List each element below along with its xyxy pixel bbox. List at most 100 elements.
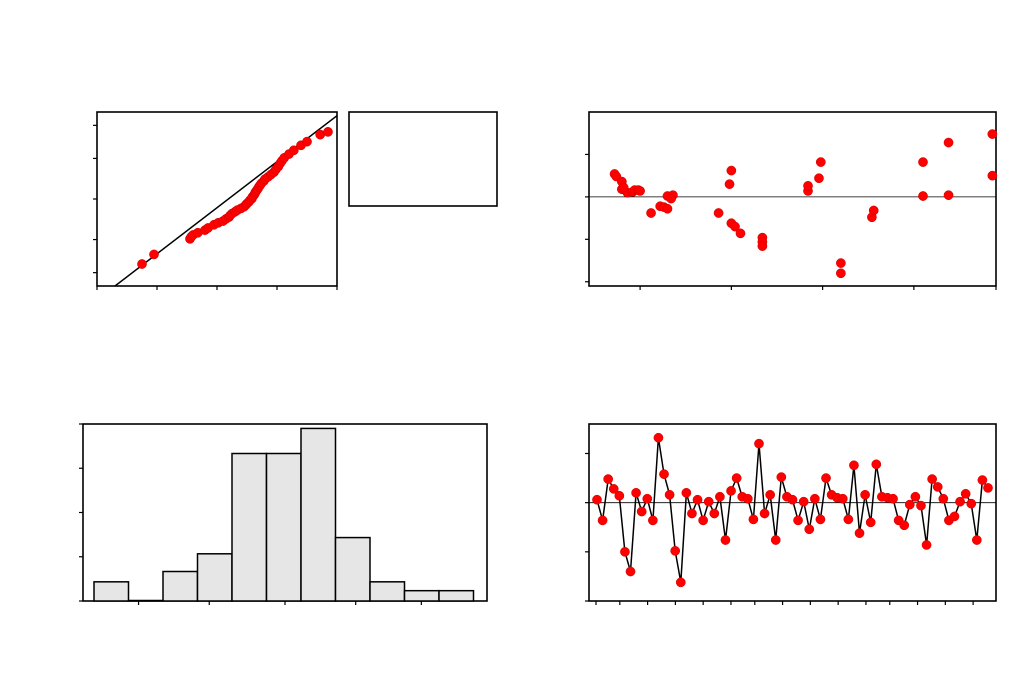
versus-order-point	[642, 493, 653, 504]
versus-order-point	[681, 487, 692, 498]
versus-order-point	[871, 459, 882, 470]
versus-order-point	[927, 474, 937, 484]
histogram-bar	[334, 536, 371, 602]
versus-fits-frame	[588, 111, 997, 287]
versus-order-point	[921, 540, 932, 550]
versus-order-point	[899, 520, 910, 531]
versus-order-point	[670, 546, 681, 556]
versus-fits-point	[943, 190, 954, 201]
versus-order-point	[715, 491, 725, 502]
versus-fits-point	[815, 157, 826, 167]
versus-order-point	[888, 493, 898, 504]
histogram-bar	[93, 581, 130, 602]
versus-order-point	[742, 493, 753, 504]
versus-order-points	[592, 432, 993, 588]
versus-order-point	[720, 535, 731, 545]
versus-order-point	[916, 500, 926, 511]
residuals-vs-fits-plot	[585, 111, 998, 290]
normal-plot-point	[302, 136, 312, 147]
versus-fits-points	[609, 129, 998, 279]
normal-plot-ticks	[93, 124, 338, 290]
residuals-vs-order-plot	[585, 423, 997, 605]
versus-order-point	[798, 496, 809, 507]
versus-order-point	[932, 482, 943, 492]
versus-order-point	[653, 432, 664, 443]
versus-order-point	[636, 506, 647, 517]
versus-order-point	[793, 515, 803, 526]
normal-plot-point	[288, 145, 299, 156]
versus-order-point	[960, 488, 971, 499]
versus-fits-point	[918, 157, 928, 167]
versus-order-point	[849, 460, 859, 471]
versus-order-point	[854, 528, 865, 539]
versus-order-frame	[588, 423, 997, 602]
versus-fits-point	[814, 173, 824, 184]
versus-fits-point	[943, 137, 954, 148]
versus-order-point	[731, 473, 742, 483]
versus-fits-point	[868, 205, 879, 216]
versus-fits-point	[836, 258, 846, 268]
versus-fits-point	[635, 186, 645, 196]
versus-order-point	[910, 491, 921, 502]
histogram-bar	[196, 553, 233, 602]
versus-fits-point	[646, 208, 656, 218]
versus-order-point	[703, 496, 714, 507]
histogram-bar	[162, 570, 199, 602]
versus-order-ticks	[585, 452, 974, 605]
versus-order-point	[804, 524, 815, 535]
normal-plot-frame	[96, 111, 338, 287]
versus-order-point	[955, 496, 965, 507]
histogram-bars	[93, 427, 475, 602]
versus-fits-point	[757, 241, 768, 251]
versus-fits-point	[724, 179, 735, 189]
normal-plot-points	[137, 127, 333, 269]
versus-order-point	[821, 473, 831, 483]
versus-order-point	[631, 487, 641, 498]
versus-fits-point	[713, 208, 724, 218]
versus-fits-point	[803, 180, 813, 191]
versus-order-point	[759, 508, 770, 519]
versus-order-point	[966, 498, 977, 509]
versus-fits-point	[836, 268, 846, 279]
versus-fits-ticks	[585, 153, 997, 290]
versus-order-point	[614, 490, 625, 501]
versus-order-point	[860, 489, 870, 500]
histogram-bar	[231, 452, 268, 602]
versus-fits-point	[618, 182, 629, 193]
summary-box	[348, 111, 498, 207]
versus-order-point	[971, 535, 982, 545]
versus-fits-point	[662, 203, 673, 214]
versus-fits-point	[726, 165, 737, 176]
versus-order-point	[592, 494, 602, 505]
versus-order-point	[787, 494, 798, 505]
versus-order-point	[659, 469, 669, 479]
versus-order-point	[983, 483, 993, 493]
versus-order-point	[809, 493, 820, 504]
versus-order-point	[977, 475, 988, 485]
versus-order-point	[597, 515, 608, 526]
versus-order-point	[776, 472, 787, 482]
histogram-bar	[369, 581, 406, 602]
histogram-plot	[79, 423, 488, 605]
versus-order-point	[837, 493, 848, 504]
versus-order-point	[625, 566, 636, 577]
versus-order-point	[664, 489, 675, 500]
versus-order-point	[770, 535, 781, 545]
versus-order-point	[949, 511, 960, 522]
versus-order-point	[748, 514, 759, 525]
versus-order-point	[687, 508, 697, 519]
versus-order-point	[938, 493, 949, 504]
versus-order-point	[603, 474, 614, 484]
versus-order-point	[608, 484, 619, 494]
normal-plot-point	[149, 249, 159, 260]
versus-order-point	[648, 515, 658, 526]
histogram-bar	[403, 589, 440, 602]
versus-fits-point	[987, 129, 998, 139]
histogram-bar	[438, 589, 475, 602]
versus-order-point	[620, 546, 630, 557]
versus-order-point	[865, 517, 876, 528]
normal-probability-plot	[93, 111, 338, 290]
versus-order-point	[754, 438, 764, 449]
histogram-bar	[300, 427, 337, 602]
versus-fits-point	[987, 170, 998, 181]
